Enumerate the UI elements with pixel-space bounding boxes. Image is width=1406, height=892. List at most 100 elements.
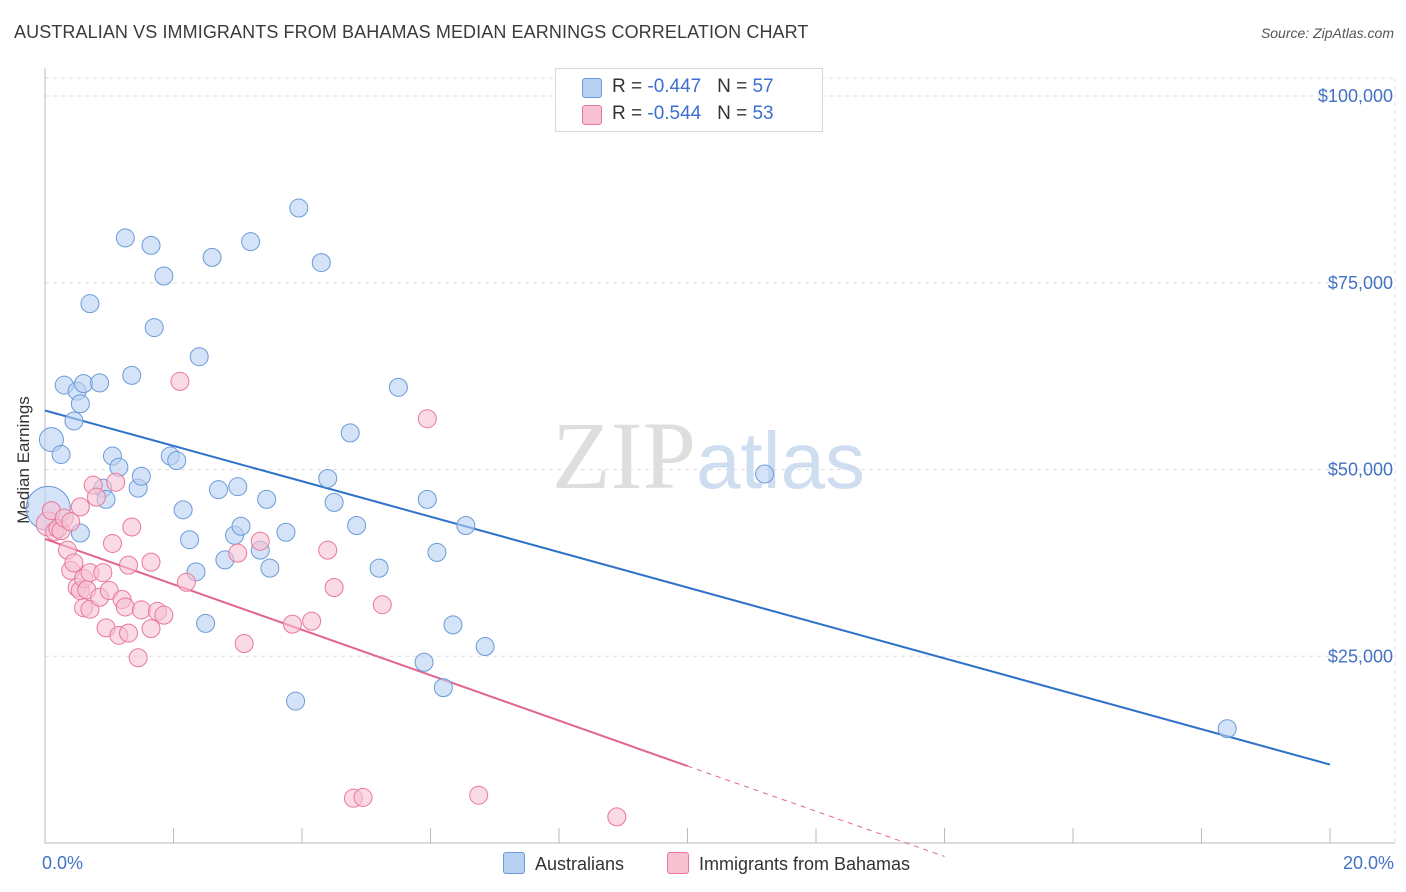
australians-point [80, 294, 100, 314]
data-points [25, 198, 1237, 827]
y-tick-label: $50,000 [1328, 460, 1393, 480]
australians-point [154, 266, 174, 286]
bahamas-point [372, 595, 392, 615]
australians-point [340, 423, 360, 443]
bahamas-point [353, 787, 373, 807]
y-tick-label: $25,000 [1328, 646, 1393, 666]
bahamas-point [302, 611, 322, 631]
legend-n-label: N = [717, 76, 753, 97]
bahamas-point [607, 807, 627, 827]
bahamas-point [119, 623, 139, 643]
australians-point [122, 365, 142, 385]
australians-point [324, 492, 344, 512]
australians-point [141, 235, 161, 255]
tick-labels: $25,000 $50,000 $75,000 $100,000 0.0% 20.0% [42, 86, 1394, 873]
bahamas-point [106, 472, 126, 492]
australians-point [388, 377, 408, 397]
australians-point [241, 232, 261, 252]
bahamas-point [228, 543, 248, 563]
australians-point [433, 678, 453, 698]
bahamas-point [154, 605, 174, 625]
grid-lines [45, 77, 1396, 843]
bahamas-point [141, 619, 161, 639]
watermark-atlas: atlas [696, 416, 865, 505]
bahamas-point [170, 371, 190, 391]
bahamas-trend-line [44, 538, 688, 768]
trend-lines [44, 409, 1331, 857]
australians-point [231, 516, 251, 536]
australians-point [369, 558, 389, 578]
blue-swatch-icon [582, 78, 602, 98]
bahamas-point [176, 572, 196, 592]
x-tick-label: 0.0% [42, 853, 83, 873]
pink-swatch-icon [582, 105, 602, 125]
australians-point [318, 468, 338, 488]
bottom-legend-bahamas[interactable]: Immigrants from Bahamas [667, 852, 910, 875]
bottom-legend-label: Immigrants from Bahamas [699, 854, 911, 874]
legend-n-value: 53 [752, 103, 774, 124]
australians-point [276, 522, 296, 542]
australians-point [443, 615, 463, 635]
australians-point [38, 427, 64, 453]
bahamas-point [141, 552, 161, 572]
bahamas-point [119, 555, 139, 575]
australians-point [189, 347, 209, 367]
australians-point [180, 530, 200, 550]
australians-point [202, 247, 222, 267]
watermark-zip: ZIP [552, 402, 696, 509]
axes [44, 68, 1395, 844]
australians-point [257, 489, 277, 509]
australians-point [427, 542, 447, 562]
bahamas-point [64, 553, 84, 573]
australians-point [167, 451, 187, 471]
legend-r-value: -0.447 [647, 76, 702, 97]
bahamas-point [70, 497, 90, 517]
australians-point [196, 613, 216, 633]
australians-point [115, 228, 135, 248]
bahamas-point [61, 512, 81, 532]
bottom-legend-australians[interactable]: Australians [503, 852, 624, 875]
bottom-legend-label: Australians [535, 854, 625, 874]
bahamas-point [282, 614, 302, 634]
source-label: Source: ZipAtlas.com [1260, 25, 1394, 41]
bahamas-point [324, 578, 344, 598]
bahamas-point [318, 540, 338, 560]
x-tick-label: 20.0% [1343, 853, 1394, 873]
bahamas-point [102, 533, 122, 553]
legend-n-value: 57 [752, 76, 774, 97]
bahamas-point [86, 487, 106, 507]
australians-point [74, 374, 94, 394]
bahamas-point [93, 563, 113, 583]
australians-point [347, 516, 367, 536]
australians-point [64, 411, 84, 431]
australians-point [144, 318, 164, 338]
australians-point [208, 480, 228, 500]
chart-title: AUSTRALIAN VS IMMIGRANTS FROM BAHAMAS ME… [14, 22, 809, 42]
legend-r-label: R = [612, 103, 648, 124]
australians-point [456, 516, 476, 536]
y-tick-label: $100,000 [1318, 86, 1393, 106]
australians-point [475, 637, 495, 657]
australians-point [414, 652, 434, 672]
australians-point [417, 489, 437, 509]
australians-point [173, 500, 193, 520]
legend-r-label: R = [612, 76, 648, 97]
stats-legend: R = -0.447 N = 57 R = -0.544 N = 53 [555, 68, 823, 132]
legend-r-value: -0.544 [647, 103, 702, 124]
bahamas-point [128, 648, 148, 668]
australians-point [755, 464, 775, 484]
australians-point [289, 198, 309, 218]
australians-point [131, 466, 151, 486]
australians-point [1217, 719, 1237, 739]
bahamas-point [250, 531, 270, 551]
australians-trend-line [44, 409, 1331, 766]
australians-point [311, 253, 331, 273]
australians-point [51, 445, 71, 465]
pink-swatch-icon [667, 852, 689, 874]
y-tick-label: $75,000 [1328, 273, 1393, 293]
australians-point [228, 477, 248, 497]
bahamas-point [122, 517, 142, 537]
bahamas-point [417, 409, 437, 429]
australians-point [260, 558, 280, 578]
